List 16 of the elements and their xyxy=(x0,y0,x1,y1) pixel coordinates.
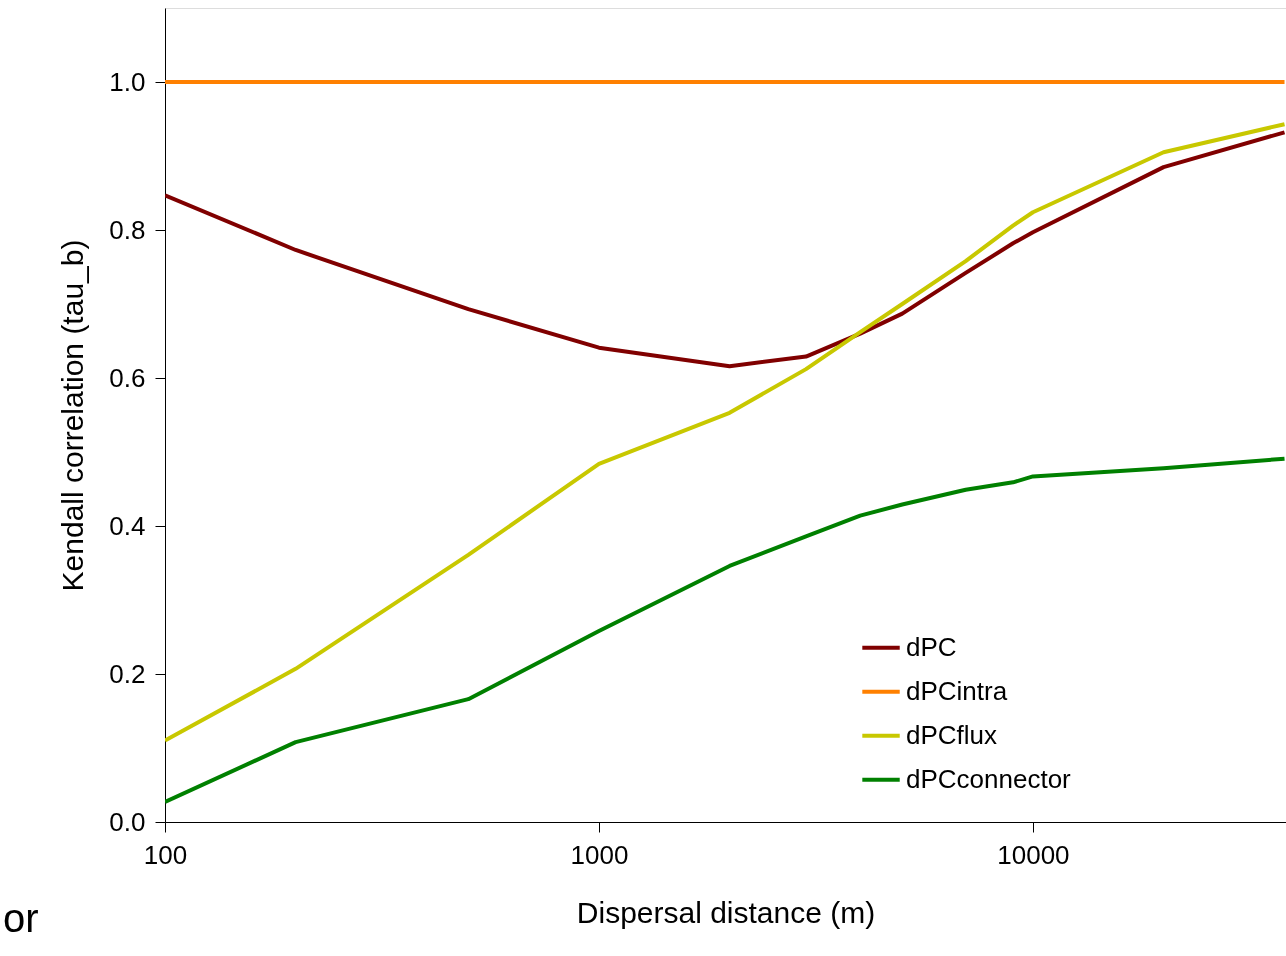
legend-label: dPC xyxy=(906,631,957,662)
text: or xyxy=(3,896,39,940)
y-axis-title: Kendall correlation (tau_b) xyxy=(56,239,90,592)
y-tick-label: 0.0 xyxy=(109,806,146,837)
y-tick-label: 0.4 xyxy=(109,510,146,541)
x-tick-label: 100 xyxy=(143,839,188,870)
x-tick-label: 1000 xyxy=(570,839,629,870)
legend-label: dPCintra xyxy=(906,675,1008,706)
y-tick-label: 0.6 xyxy=(109,362,146,393)
y-tick-label: 0.2 xyxy=(109,658,146,689)
y-tick-label: 1.0 xyxy=(109,66,146,97)
y-tick-label: 0.8 xyxy=(109,214,146,245)
x-axis-title: Dispersal distance (m) xyxy=(576,895,876,929)
x-tick-label: 10000 xyxy=(997,839,1070,870)
legend-label: dPCflux xyxy=(906,719,998,750)
legend-label: dPCconnector xyxy=(906,763,1072,794)
